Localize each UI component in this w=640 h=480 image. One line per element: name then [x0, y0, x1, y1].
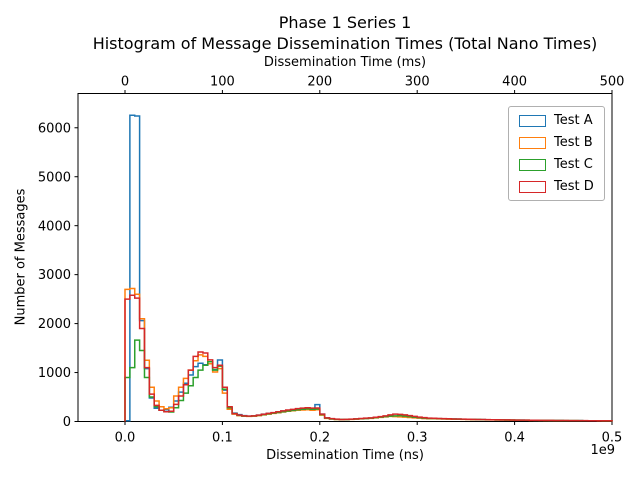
chart-title: Phase 1 Series 1 [278, 13, 412, 32]
legend-swatch-test-a [519, 114, 546, 127]
top-x-tick-label: 400 [502, 75, 527, 90]
top-x-tick-label: 100 [210, 75, 235, 90]
legend-swatch-test-c [519, 158, 546, 171]
bottom-x-tick-label: 0.5 [602, 431, 623, 446]
bottom-x-tick-label: 0.0 [115, 431, 136, 446]
legend-item-test-b: Test B [519, 136, 594, 149]
bottom-x-tick-label: 0.4 [504, 431, 525, 446]
chart-subtitle: Histogram of Message Dissemination Times… [92, 34, 598, 53]
y-tick-label: 6000 [38, 121, 71, 136]
legend: Test A Test B Test C Test D [508, 106, 605, 201]
legend-item-test-d: Test D [519, 180, 594, 193]
bottom-x-tick-label: 0.3 [407, 431, 428, 446]
legend-label-test-b: Test B [554, 135, 593, 150]
y-tick-label: 4000 [38, 219, 71, 234]
legend-label-test-c: Test C [554, 157, 593, 172]
x-axis-offset-text: 1e9 [590, 443, 615, 458]
y-tick-label: 0 [63, 415, 71, 430]
series-line-test-d [124, 294, 613, 422]
top-x-tick-label: 200 [307, 75, 332, 90]
y-tick-label: 5000 [38, 170, 71, 185]
top-x-tick-label: 300 [405, 75, 430, 90]
top-x-tick-label: 0 [121, 75, 129, 90]
legend-label-test-a: Test A [554, 113, 593, 128]
y-tick-label: 2000 [38, 317, 71, 332]
legend-item-test-a: Test A [519, 114, 594, 127]
bottom-x-tick-label: 0.2 [309, 431, 330, 446]
legend-swatch-test-d [519, 180, 546, 193]
top-x-tick-label: 500 [600, 75, 625, 90]
bottom-x-tick-label: 0.1 [212, 431, 233, 446]
legend-label-test-d: Test D [554, 179, 594, 194]
y-axis-label: Number of Messages [13, 188, 29, 326]
bottom-x-axis-label: Dissemination Time (ns) [266, 448, 424, 463]
y-tick-label: 1000 [38, 366, 71, 381]
legend-item-test-c: Test C [519, 158, 594, 171]
axes-frame [77, 93, 613, 422]
top-x-axis-label: Dissemination Time (ms) [263, 55, 427, 70]
y-tick-label: 3000 [38, 268, 71, 283]
legend-swatch-test-b [519, 136, 546, 149]
